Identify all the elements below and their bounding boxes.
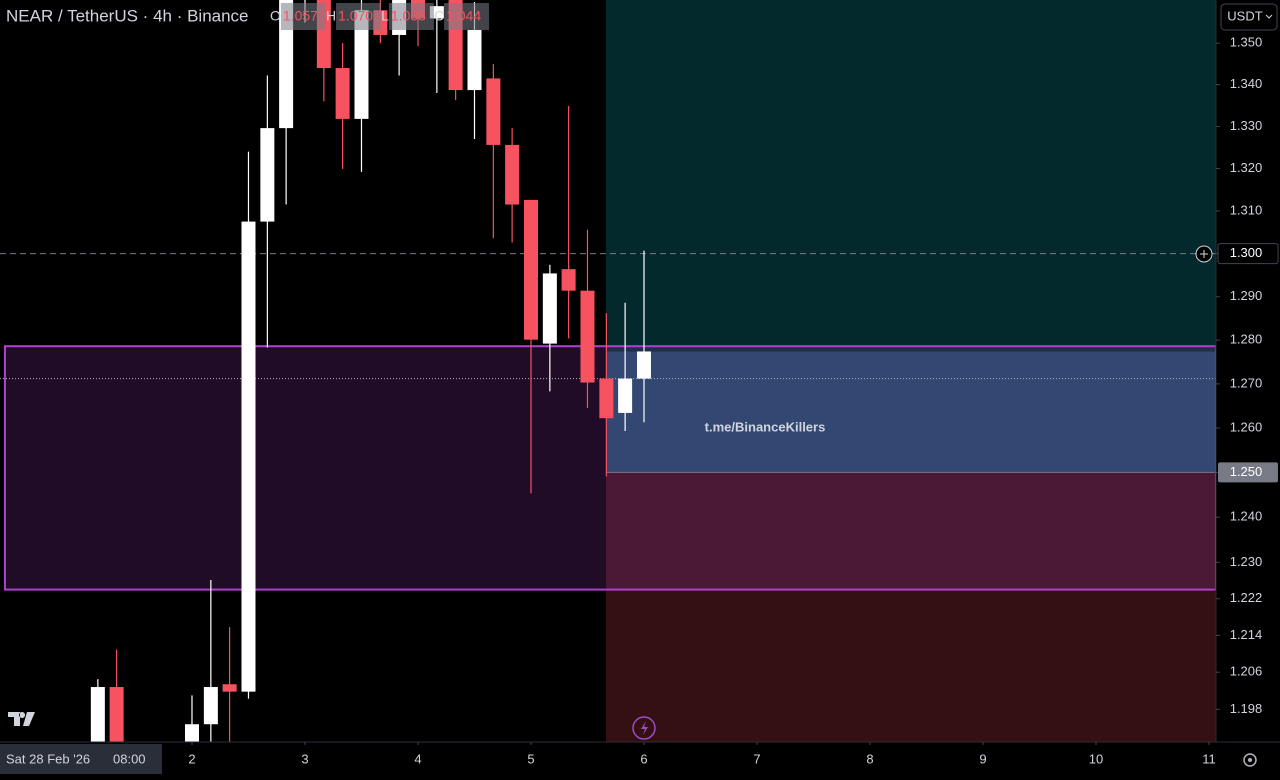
y-tick-label: 1.222 [1230,590,1263,605]
x-tick-label: 9 [979,751,986,766]
y-tick-label: 1.280 [1230,332,1263,347]
y-tick-label: 1.300 [1230,245,1263,260]
y-tick-label: 1.330 [1230,118,1263,133]
y-tick-label: 1.198 [1230,701,1263,716]
x-tick-label: 6 [640,751,647,766]
candle-body [354,10,369,119]
ohlc-value-bg [388,3,434,30]
candle-body [505,144,520,205]
y-tick-label: 1.290 [1230,288,1263,303]
tv-logo [8,712,35,726]
candle-body [241,221,256,692]
x-tick-label: 2 [188,751,195,766]
candle-body [599,378,614,419]
candle-body [636,351,651,379]
y-tick-label: 1.320 [1230,160,1263,175]
ohlc-key: C [434,8,444,24]
x-tick-label: 10 [1089,751,1103,766]
ohlc-value-bg [280,3,326,30]
candle-body [486,78,501,145]
candle-body [542,273,557,344]
time-label-time: 08:00 [113,751,146,766]
candle-body [222,684,237,692]
y-tick-label: 1.270 [1230,375,1263,390]
candle-body [335,68,350,119]
ohlc-value: 1.044 [446,8,481,24]
candle-body [90,687,105,742]
zone [606,472,1216,742]
ohlc-key: L [381,8,389,24]
y-tick-highlight [1217,243,1279,265]
y-tick-label: 1.250 [1230,464,1263,479]
x-tick-label: 4 [414,751,421,766]
candle-body [279,0,294,129]
candle-body [184,724,199,742]
ohlc-value: 1.057 [283,8,318,24]
candles [90,0,651,742]
time-label-date: Sat 28 Feb '26 [6,751,90,766]
y-tick-label: 1.206 [1230,664,1263,679]
y-tick-label: 1.260 [1230,419,1263,434]
price-lines [0,253,1216,473]
candle-body [203,687,218,725]
ohlc-key: H [326,8,336,24]
lightning-icon[interactable] [632,716,656,740]
ohlc-key: O [270,8,281,24]
y-tick-label: 1.230 [1230,554,1263,569]
x-tick-label: 8 [866,751,873,766]
ohlc-value: 1.038 [391,8,426,24]
x-tick-label: 5 [527,751,534,766]
y-tick-label: 1.310 [1230,202,1263,217]
candle-body [260,128,275,222]
zone [606,351,1216,473]
candle-body [467,30,482,91]
annotation: t.me/BinanceKillers [705,419,826,434]
ohlc-value-bg [336,3,382,30]
candle-body [561,269,576,291]
ohlc-value: 1.070 [338,8,373,24]
zones [3,0,1216,742]
y-tick-label: 1.214 [1230,627,1263,642]
x-tick-label: 11 [1202,751,1216,766]
currency-label[interactable]: USDT [1227,8,1262,23]
y-tick-label: 1.240 [1230,509,1263,524]
x-tick-label: 7 [753,751,760,766]
header: NEAR / TetherUS · 4h · Binance O 1.057 H 1.… [6,3,490,30]
y-tick-label: 1.340 [1230,76,1263,91]
time-label-bg [0,744,162,774]
candle-body [618,378,633,413]
add-alert-icon[interactable] [1195,245,1213,263]
symbol-title: NEAR / TetherUS · 4h · Binance [6,6,249,25]
x-tick-label: 3 [301,751,308,766]
y-tick-highlight [1218,462,1278,483]
y-tick-label: 1.350 [1230,35,1263,50]
candle-body [109,687,124,742]
candle-body [523,199,538,340]
ohlc-value-bg [444,3,490,30]
currency-button[interactable]: USDT [1220,3,1278,31]
zone [606,0,1216,352]
axes: 1.350 1.340 1.330 1.320 1.310 1.300 1.290 1.280… [0,35,1279,774]
candle-body [580,290,595,383]
settings-icon[interactable] [1243,753,1257,767]
